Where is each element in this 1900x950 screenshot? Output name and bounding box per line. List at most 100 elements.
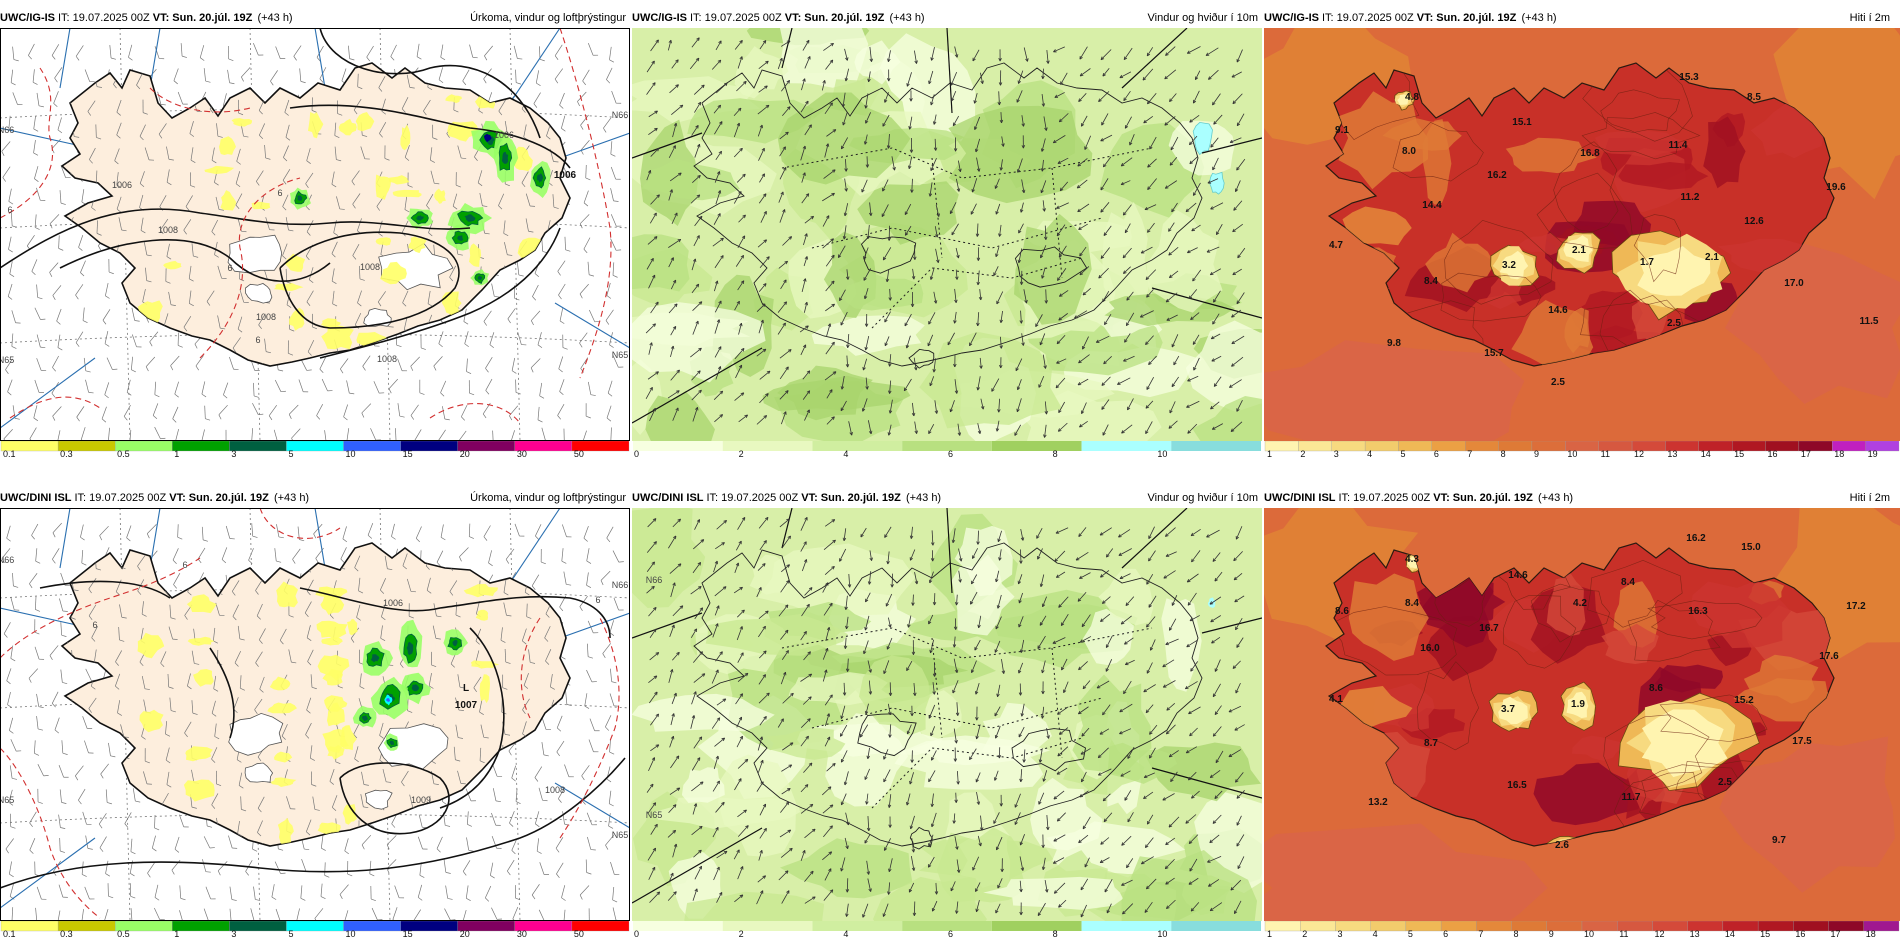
valid-time-label: VT:	[784, 12, 802, 24]
map-label: 1008	[377, 354, 397, 364]
map-label: L	[463, 683, 469, 694]
colorbar-tick: 15	[1734, 449, 1744, 458]
colorbar-swatch	[1865, 441, 1900, 452]
map-label: 15.3	[1679, 72, 1699, 83]
model-name: UWC/DINI ISL	[0, 492, 72, 504]
temperature-colorbar: 1234567891011121314151617181920	[1264, 441, 1900, 458]
colorbar-swatch	[812, 441, 903, 451]
map-label: 4.8	[1405, 92, 1419, 103]
map-label: N65	[612, 830, 629, 840]
colorbar-tick: 11	[1601, 449, 1610, 458]
map-label: N66	[612, 580, 629, 590]
model-name: UWC/DINI ISL	[632, 492, 704, 504]
colorbar-swatch	[172, 921, 230, 932]
panel-title: Úrkoma, vindur og loftþrýstingur	[470, 12, 626, 24]
colorbar-tick: 14	[1725, 929, 1735, 938]
map-label: 15.1	[1512, 117, 1532, 128]
colorbar-tick: 0	[634, 929, 639, 938]
colorbar-tick: 13	[1667, 449, 1677, 458]
map-label: 11.4	[1669, 140, 1688, 151]
colorbar-tick: 16	[1768, 449, 1778, 458]
map-label: 9.7	[1772, 835, 1786, 846]
map-label: 1008	[360, 262, 380, 272]
colorbar-tick: 0.5	[117, 929, 130, 938]
colorbar-tick: 10	[346, 449, 356, 458]
colorbar-tick: 1	[1267, 929, 1272, 938]
map-label: N65	[612, 350, 629, 360]
colorbar-swatch	[1171, 441, 1261, 451]
map-label: 16.5	[1507, 780, 1527, 791]
map-label: 4.7	[1329, 240, 1343, 251]
wind-speed-shading	[632, 28, 1262, 441]
colorbar-tick: 13	[1690, 929, 1700, 938]
colorbar-tick: 0.5	[117, 449, 130, 458]
valid-time-label: VT:	[152, 12, 170, 24]
init-time: IT: 19.07.2025 00Z	[1322, 12, 1414, 24]
panel-header: UWC/DINI ISL IT: 19.07.2025 00Z VT: Sun. 2…	[1264, 488, 1894, 508]
valid-time-label: VT:	[1433, 492, 1450, 504]
colorbar-tick: 1	[174, 449, 179, 458]
ig-precip-panel: UWC/IG-IS IT: 19.07.2025 00Z VT: Sun. 20.j…	[0, 8, 630, 458]
colorbar-tick: 4	[1367, 449, 1372, 458]
forecast-offset: (+43 h)	[273, 492, 310, 504]
colorbar-tick: 10	[1584, 929, 1594, 938]
dini-precip-panel: UWC/DINI ISL IT: 19.07.2025 00Z VT: Sun. 2…	[0, 488, 630, 938]
colorbar-tick: 7	[1478, 929, 1483, 938]
map-label: 14.4	[1422, 200, 1442, 211]
map-label: 1.9	[1571, 699, 1585, 710]
colorbar-tick: 10	[1567, 449, 1577, 458]
temperature-map: 16.2 15.0 4.3 14.6 8.4 8.6 8.4 4.2 16.3 17.2 16.7 1…	[1264, 508, 1900, 921]
wind-colorbar: 0 2 4 6 8 10	[632, 441, 1262, 458]
sector-lines	[632, 28, 1262, 424]
map-label: 2.5	[1718, 777, 1732, 788]
colorbar-tick: 1	[1267, 449, 1272, 458]
map-label: 2.5	[1667, 318, 1681, 329]
map-label: 15.7	[1484, 348, 1504, 359]
forecast-offset: (+43 h)	[889, 12, 925, 24]
valid-time: Sun. 20.júl. 19Z	[172, 12, 253, 24]
colorbar-swatch	[902, 441, 992, 451]
map-label: 17.6	[1819, 651, 1839, 662]
colorbar-swatch	[633, 441, 723, 451]
map-label: 1006	[383, 598, 403, 608]
colorbar-tick: 50	[574, 449, 584, 458]
forecast-offset: (+43 h)	[1537, 492, 1574, 504]
map-label: 8.0	[1402, 146, 1416, 157]
panel-header: UWC/IG-IS IT: 19.07.2025 00Z VT: Sun. 20.j…	[0, 8, 630, 28]
colorbar-tick: 1	[174, 929, 179, 938]
map-label: 14.6	[1548, 305, 1568, 316]
colorbar-swatch	[812, 921, 903, 931]
model-name: UWC/IG-IS	[1264, 12, 1319, 24]
colorbar-tick: 3	[1334, 449, 1339, 458]
map-label: 1006	[554, 170, 577, 181]
precip-colorbar: 0.1 0.3 0.5 1 3 5 10 15 20 30 50	[0, 921, 630, 938]
map-label: 2.5	[1551, 377, 1565, 388]
colorbar-tick: 8	[1053, 929, 1058, 938]
map-label: 16.0	[1420, 643, 1440, 654]
map-label: 3.2	[1502, 260, 1516, 271]
map-label: 15.2	[1734, 695, 1754, 706]
map-label: 8.6	[1649, 683, 1663, 694]
region-boundary-lines	[0, 508, 630, 909]
map-label: 17.2	[1846, 601, 1866, 612]
forecast-offset: (+43 h)	[905, 492, 942, 504]
map-label: 6	[182, 560, 187, 570]
init-time: IT: 19.07.2025 00Z	[690, 12, 782, 24]
colorbar-tick: 3	[231, 929, 236, 938]
map-label: 2.1	[1572, 245, 1586, 256]
glaciers	[1405, 552, 1760, 846]
valid-time: Sun. 20.júl. 19Z	[820, 492, 901, 504]
map-label: 2.6	[1555, 840, 1569, 851]
colorbar-swatch	[571, 921, 630, 932]
colorbar-swatch	[722, 921, 813, 931]
dini-wind-panel: UWC/DINI ISL IT: 19.07.2025 00Z VT: Sun. 2…	[632, 488, 1262, 938]
sector-lines	[632, 508, 1262, 904]
precip-map: 1006 1008 1008 1008 1008 1006 1006 6 6 6 6 N66 N65 N6…	[0, 28, 630, 441]
map-label: 6	[227, 263, 232, 273]
precip-colorbar: 0.1 0.3 0.5 1 3 5 10 15 20 30 50	[0, 441, 630, 458]
colorbar-swatch	[286, 441, 344, 452]
colorbar-swatch	[991, 921, 1082, 931]
colorbar-tick: 15	[1760, 929, 1770, 938]
map-label: 9.1	[1335, 125, 1349, 136]
map-label: N66	[612, 110, 629, 120]
